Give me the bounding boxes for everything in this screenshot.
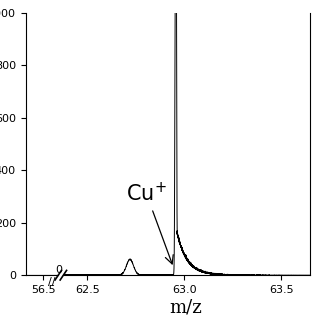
Text: Cu$^{+}$: Cu$^{+}$ <box>126 182 173 264</box>
Text: //: // <box>48 277 56 287</box>
Text: 0: 0 <box>56 265 63 275</box>
Text: m/z: m/z <box>169 299 202 317</box>
